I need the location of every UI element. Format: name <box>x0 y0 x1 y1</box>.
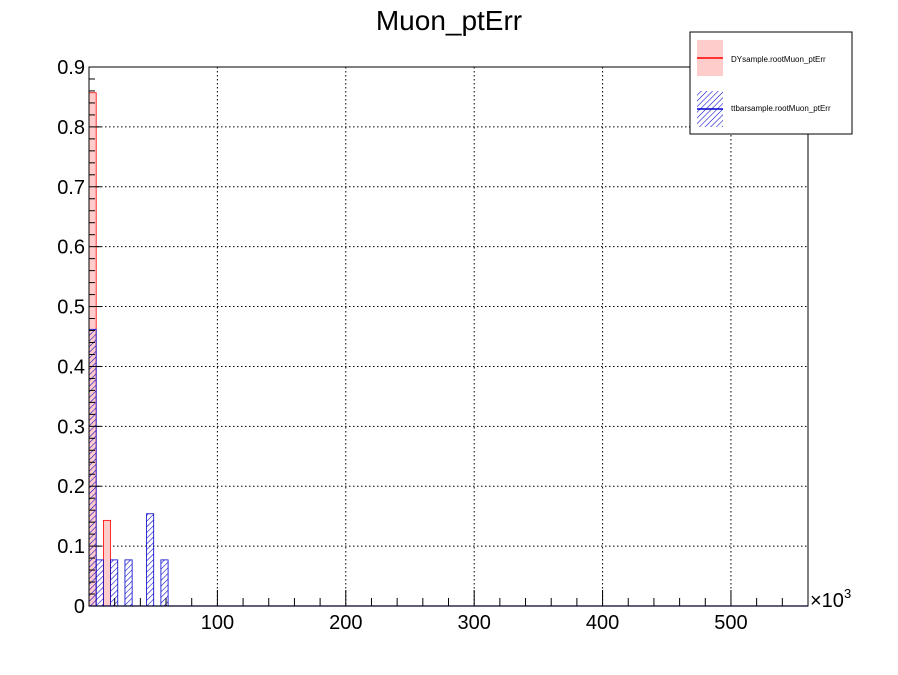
y-tick-label-6: 0.6 <box>57 237 85 259</box>
y-tick-label-5: 0.5 <box>57 297 85 319</box>
bars-layer <box>88 92 808 607</box>
axes-layer: 0 0.1 0.2 0.3 0.4 0.5 0.6 0.7 0.8 0.9 100 200 300 400… <box>57 57 809 634</box>
legend-label-dy: DYsample.rootMuon_ptErr <box>731 55 826 64</box>
y-tick-label-4: 0.4 <box>57 356 85 378</box>
x-axis-multiplier: ×103 <box>810 586 851 612</box>
legend: DYsample.rootMuon_ptErr ttbarsample.root… <box>689 31 853 135</box>
plot-frame <box>88 66 809 607</box>
legend-label-ttbar: ttbarsample.rootMuon_ptErr <box>731 104 831 113</box>
y-tick-label-7: 0.7 <box>57 177 85 199</box>
x-tick-label-3: 400 <box>586 612 619 634</box>
bar-s1-3 <box>124 559 133 607</box>
y-tick-label-3: 0.3 <box>57 416 85 438</box>
x-tick-label-1: 200 <box>329 612 362 634</box>
x-tick-label-2: 300 <box>457 612 490 634</box>
y-tick-label-2: 0.2 <box>57 476 85 498</box>
bar-s1-5 <box>160 559 169 607</box>
x-tick-label-0: 100 <box>201 612 234 634</box>
x-tick-label-4: 500 <box>714 612 747 634</box>
grid-lines <box>89 66 808 606</box>
y-tick-label-1: 0.1 <box>57 536 85 558</box>
y-tick-label-9: 0.9 <box>57 57 85 79</box>
y-tick-label-8: 0.8 <box>57 117 85 139</box>
bar-s0-1 <box>102 519 111 607</box>
y-tick-label-0: 0 <box>74 596 85 618</box>
chart-title: Muon_ptErr <box>376 5 522 36</box>
bar-s1-4 <box>146 513 155 607</box>
bar-s1-1 <box>95 559 104 607</box>
bar-s1-2 <box>110 559 119 607</box>
bar-s1-0 <box>88 328 97 607</box>
